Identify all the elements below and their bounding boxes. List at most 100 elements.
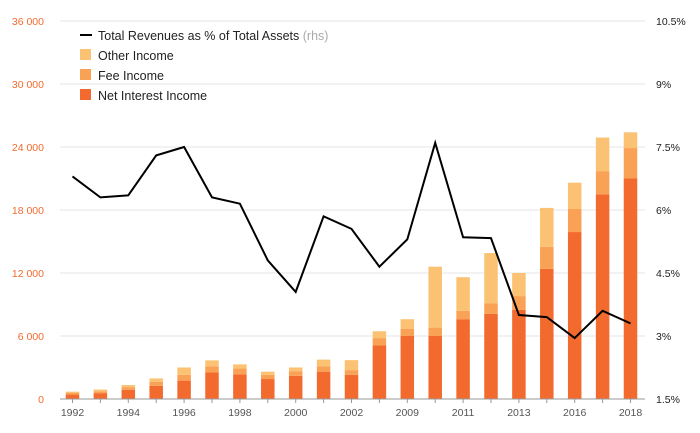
bar-segment-fee-income bbox=[400, 328, 415, 336]
left-y-tick-label: 0 bbox=[38, 394, 44, 406]
bar-segment-other-income bbox=[540, 207, 554, 247]
bar-segment-net-interest-income bbox=[623, 178, 638, 399]
bar-segment-net-interest-income bbox=[344, 374, 359, 399]
bar-segment-net-interest-income bbox=[93, 393, 108, 399]
bar-segment-fee-income bbox=[623, 148, 638, 179]
bar-segment-net-interest-income bbox=[567, 232, 582, 399]
bar-segment-fee-income bbox=[65, 393, 80, 395]
bar-segment-other-income bbox=[484, 253, 498, 304]
bar-segment-fee-income bbox=[288, 371, 303, 376]
bar-segment-net-interest-income bbox=[121, 389, 136, 399]
bar-segment-fee-income bbox=[205, 366, 219, 373]
bar-segment-net-interest-income bbox=[484, 313, 498, 399]
left-y-tick-label: 18 000 bbox=[12, 205, 44, 217]
bar-segment-other-income bbox=[623, 132, 638, 149]
line-series-group bbox=[71, 139, 631, 340]
bar-segment-other-income bbox=[233, 364, 247, 369]
bar-segment-net-interest-income bbox=[512, 309, 526, 399]
bar-segment-other-income bbox=[177, 367, 191, 375]
bar-segment-other-income bbox=[428, 266, 442, 328]
legend-swatch-other-income bbox=[80, 49, 91, 60]
bar-segment-fee-income bbox=[567, 208, 582, 233]
right-y-tick-label: 6% bbox=[656, 205, 671, 217]
bar-segment-net-interest-income bbox=[177, 380, 191, 400]
bar-segment-other-income bbox=[205, 360, 219, 367]
x-tick-label: 1994 bbox=[117, 407, 141, 419]
bar-segment-other-income bbox=[456, 277, 470, 311]
bar-segment-fee-income bbox=[344, 370, 359, 375]
bar-segment-other-income bbox=[567, 182, 582, 209]
bar-segment-other-income bbox=[595, 137, 610, 172]
bar-segment-fee-income bbox=[121, 387, 136, 390]
left-y-tick-label: 6 000 bbox=[18, 331, 44, 343]
legend-swatch-net-interest-income bbox=[80, 89, 91, 100]
bar-segment-other-income bbox=[261, 371, 275, 375]
x-tick-label: 2002 bbox=[340, 407, 364, 419]
bar-segment-fee-income bbox=[428, 327, 442, 336]
bar-segment-net-interest-income bbox=[205, 372, 219, 399]
bar-segment-other-income bbox=[149, 378, 163, 382]
legend-label-fee-income: Fee Income bbox=[98, 69, 164, 83]
bar-series-group bbox=[65, 132, 638, 400]
x-tick-label: 1992 bbox=[61, 407, 85, 419]
bar-segment-net-interest-income bbox=[456, 319, 470, 399]
bar-segment-net-interest-income bbox=[540, 268, 554, 399]
bar-segment-net-interest-income bbox=[149, 385, 163, 400]
x-axis: 1992 1994 1996 1998 2000 2002 2009 2011 2013 2016… bbox=[60, 398, 645, 419]
x-tick-label: 2009 bbox=[396, 407, 420, 419]
left-y-tick-label: 12 000 bbox=[12, 268, 44, 280]
legend-swatch-fee-income bbox=[80, 69, 91, 80]
bar-segment-net-interest-income bbox=[233, 374, 247, 399]
right-y-tick-label: 10.5% bbox=[656, 16, 686, 28]
bar-segment-fee-income bbox=[540, 246, 554, 269]
bar-segment-other-income bbox=[344, 360, 359, 371]
bar-segment-fee-income bbox=[456, 310, 470, 320]
x-tick-label: 2011 bbox=[452, 407, 475, 419]
line-series bbox=[71, 139, 631, 340]
bar-segment-other-income bbox=[316, 359, 331, 367]
bar-segment-fee-income bbox=[372, 338, 387, 346]
bar-segment-other-income bbox=[372, 331, 387, 339]
bar-segment-other-income bbox=[93, 389, 108, 392]
legend-label-other-income: Other Income bbox=[98, 49, 174, 63]
right-y-tick-label: 4.5% bbox=[656, 268, 680, 280]
left-y-tick-label: 36 000 bbox=[12, 16, 44, 28]
bar-segment-other-income bbox=[121, 385, 136, 388]
bar-segment-fee-income bbox=[484, 303, 498, 314]
x-tick-label: 2000 bbox=[284, 407, 308, 419]
bar-segment-net-interest-income bbox=[261, 379, 275, 399]
bar-segment-fee-income bbox=[261, 374, 275, 380]
bar-segment-other-income bbox=[400, 319, 415, 329]
legend-line-label: Total Revenues as % of Total Assets (rhs… bbox=[98, 29, 328, 43]
bar-segment-other-income bbox=[288, 367, 303, 372]
x-tick-label: 2013 bbox=[507, 407, 531, 419]
right-y-tick-label: 3% bbox=[656, 331, 671, 343]
bar-segment-net-interest-income bbox=[372, 345, 387, 399]
bar-segment-net-interest-income bbox=[400, 336, 415, 399]
left-y-tick-label: 24 000 bbox=[12, 142, 44, 154]
bar-segment-net-interest-income bbox=[595, 194, 610, 399]
left-y-axis: 0 6 000 12 000 18 000 24 000 30 000 36 000 bbox=[12, 16, 44, 406]
bar-segment-fee-income bbox=[149, 381, 163, 386]
bar-segment-net-interest-income bbox=[288, 375, 303, 399]
bar-segment-net-interest-income bbox=[65, 394, 80, 399]
right-y-tick-label: 9% bbox=[656, 79, 671, 91]
x-tick-label: 2018 bbox=[619, 407, 643, 419]
legend: Total Revenues as % of Total Assets (rhs… bbox=[80, 29, 328, 103]
legend-label-net-interest-income: Net Interest Income bbox=[98, 89, 207, 103]
right-y-tick-label: 7.5% bbox=[656, 142, 680, 154]
bar-segment-fee-income bbox=[595, 171, 610, 195]
bar-segment-net-interest-income bbox=[316, 371, 331, 399]
legend-rhs-tag: (rhs) bbox=[303, 29, 329, 43]
x-tick-label: 1996 bbox=[172, 407, 196, 419]
x-tick-label: 1998 bbox=[228, 407, 252, 419]
left-y-tick-label: 30 000 bbox=[12, 79, 44, 91]
right-y-axis: 1.5% 3% 4.5% 6% 7.5% 9% 10.5% bbox=[656, 16, 686, 406]
bar-segment-fee-income bbox=[93, 391, 108, 394]
bar-segment-fee-income bbox=[316, 366, 331, 372]
bar-segment-other-income bbox=[65, 391, 80, 394]
grid-lines bbox=[60, 20, 645, 400]
x-tick-label: 2016 bbox=[563, 407, 587, 419]
bar-segment-fee-income bbox=[177, 374, 191, 381]
